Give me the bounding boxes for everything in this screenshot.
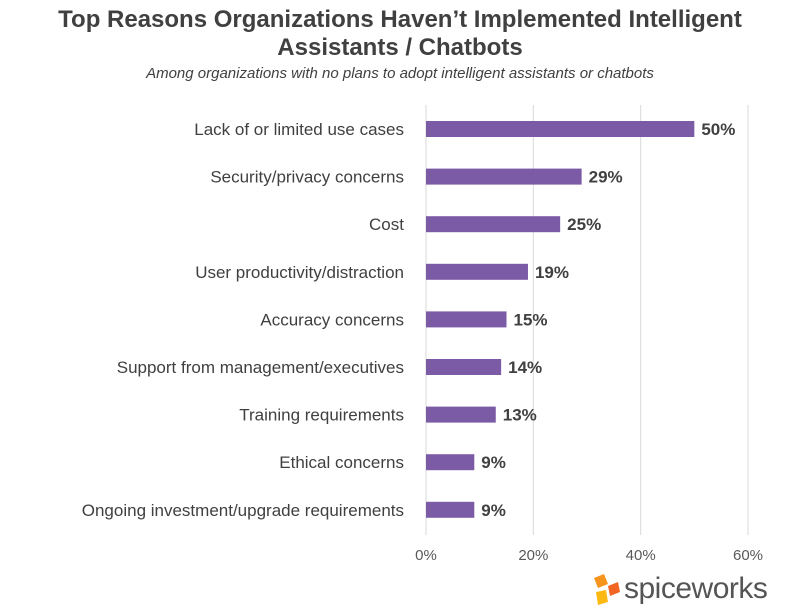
chart-title: Top Reasons Organizations Haven’t Implem… bbox=[0, 6, 800, 62]
category-label: User productivity/distraction bbox=[195, 263, 404, 282]
x-tick-labels: 0% 20% 40% 60% bbox=[415, 547, 763, 564]
category-label: Support from management/executives bbox=[117, 358, 404, 377]
category-label: Ethical concerns bbox=[279, 453, 404, 472]
spiceworks-logo: spiceworks bbox=[590, 572, 780, 608]
chart-subtitle: Among organizations with no plans to ado… bbox=[146, 65, 654, 82]
bar bbox=[426, 216, 561, 233]
value-label: 9% bbox=[481, 453, 506, 472]
value-label: 9% bbox=[481, 501, 506, 520]
value-label: 13% bbox=[503, 406, 537, 425]
bar-chart: Lack of or limited use cases Security/pri… bbox=[82, 105, 763, 564]
bars bbox=[426, 121, 695, 518]
bar bbox=[426, 121, 695, 137]
bar bbox=[426, 359, 502, 375]
category-label: Cost bbox=[369, 215, 404, 234]
value-label: 25% bbox=[567, 215, 601, 234]
chart-title-text: Top Reasons Organizations Haven’t Implem… bbox=[58, 6, 742, 61]
x-tick-label: 0% bbox=[415, 547, 437, 564]
bar bbox=[426, 311, 507, 328]
value-label: 14% bbox=[508, 358, 542, 377]
x-tick-label: 40% bbox=[626, 547, 656, 564]
value-label: 50% bbox=[701, 120, 735, 139]
category-label: Lack of or limited use cases bbox=[194, 120, 404, 139]
category-label: Ongoing investment/upgrade requirements bbox=[82, 501, 404, 520]
category-labels: Lack of or limited use cases Security/pri… bbox=[82, 120, 405, 520]
value-label: 29% bbox=[589, 168, 623, 187]
spiceworks-logo-mark bbox=[594, 574, 620, 605]
bar bbox=[426, 168, 582, 185]
bar bbox=[426, 501, 475, 518]
bar bbox=[426, 454, 475, 471]
x-tick-label: 60% bbox=[733, 547, 763, 564]
bar bbox=[426, 406, 496, 423]
bar bbox=[426, 263, 528, 280]
x-tick-label: 20% bbox=[518, 547, 548, 564]
value-label: 15% bbox=[514, 310, 548, 329]
spiceworks-wordmark: spiceworks bbox=[624, 572, 768, 605]
category-label: Accuracy concerns bbox=[260, 310, 404, 329]
category-label: Training requirements bbox=[239, 406, 404, 425]
value-labels: 50% 29% 25% 19% 15% 14% 13% 9% 9% bbox=[481, 120, 735, 520]
value-label: 19% bbox=[535, 263, 569, 282]
category-label: Security/privacy concerns bbox=[210, 168, 404, 187]
